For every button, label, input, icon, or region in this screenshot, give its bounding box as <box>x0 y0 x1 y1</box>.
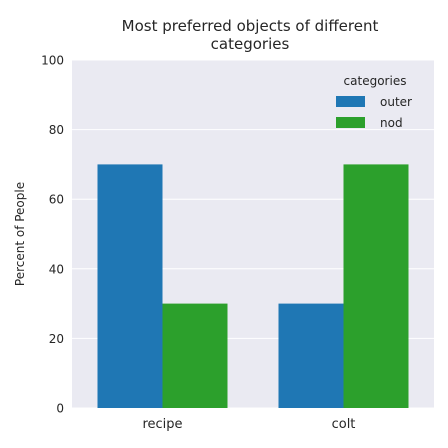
legend-label-outer: outer <box>380 95 412 109</box>
x-tick-labels: recipe colt <box>142 417 355 432</box>
chart-title-line-2: categories <box>211 35 290 53</box>
y-tick-label-0: 0 <box>56 402 64 416</box>
y-tick-label-60: 60 <box>49 193 64 207</box>
bar-nod-colt <box>343 164 409 408</box>
x-tick-label-colt: colt <box>332 417 356 432</box>
bar-outer-recipe <box>97 164 163 408</box>
legend: categories outer nod <box>336 74 412 130</box>
y-tick-labels: 0 20 40 60 80 100 <box>41 54 64 416</box>
bar-outer-colt <box>278 303 344 408</box>
x-tick-label-recipe: recipe <box>142 417 182 432</box>
y-axis-label: Percent of People <box>13 182 27 286</box>
legend-swatch-outer <box>336 96 365 107</box>
legend-title: categories <box>344 74 407 88</box>
chart-title-line-1: Most preferred objects of different <box>122 17 379 35</box>
legend-swatch-nod <box>336 117 365 128</box>
y-tick-label-40: 40 <box>49 262 64 276</box>
y-tick-label-100: 100 <box>41 54 64 68</box>
bar-nod-recipe <box>162 303 228 408</box>
bars-group <box>97 164 409 408</box>
y-tick-label-80: 80 <box>49 123 64 137</box>
y-tick-label-20: 20 <box>49 332 64 346</box>
legend-label-nod: nod <box>380 116 403 130</box>
